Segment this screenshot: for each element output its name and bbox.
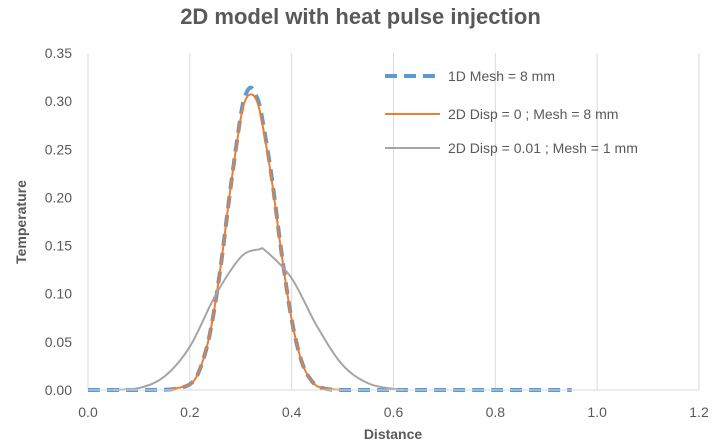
y-tick-label: 0.20 — [45, 189, 72, 205]
y-tick-label: 0.30 — [45, 93, 72, 109]
series-line-2 — [169, 93, 343, 391]
x-tick-label: 0.4 — [282, 404, 302, 420]
x-axis-label: Distance — [364, 426, 423, 442]
y-tick-label: 0.25 — [45, 141, 72, 157]
chart-title: 2D model with heat pulse injection — [180, 4, 541, 29]
legend-label: 2D Disp = 0 ; Mesh = 8 mm — [448, 106, 618, 122]
y-tick-label: 0.05 — [45, 334, 72, 350]
grid — [87, 53, 700, 390]
x-tick-label: 0.6 — [384, 404, 404, 420]
y-axis-label: Temperature — [13, 180, 29, 264]
x-tick-label: 0.2 — [180, 404, 200, 420]
y-tick-label: 0.00 — [45, 382, 72, 398]
series-line-1 — [88, 85, 572, 393]
y-tick-label: 0.10 — [45, 286, 72, 302]
x-tick-label: 1.2 — [689, 404, 709, 420]
series-line-3 — [113, 247, 404, 391]
x-tick-label: 0.8 — [486, 404, 506, 420]
y-tick-label: 0.35 — [45, 45, 72, 61]
legend-label: 1D Mesh = 8 mm — [448, 68, 555, 84]
legend-label: 2D Disp = 0.01 ; Mesh = 1 mm — [448, 140, 638, 156]
x-tick-label: 0.0 — [78, 404, 98, 420]
legend: 1D Mesh = 8 mm 2D Disp = 0 ; Mesh = 8 mm 2… — [385, 68, 638, 156]
y-tick-label: 0.15 — [45, 238, 72, 254]
series-layer — [88, 85, 572, 393]
y-tick-labels: 0.00 0.05 0.10 0.15 0.20 0.25 0.30 0.35 — [45, 45, 72, 398]
x-tick-labels: 0.0 0.2 0.4 0.6 0.8 1.0 1.2 — [78, 404, 709, 420]
x-tick-label: 1.0 — [587, 404, 607, 420]
